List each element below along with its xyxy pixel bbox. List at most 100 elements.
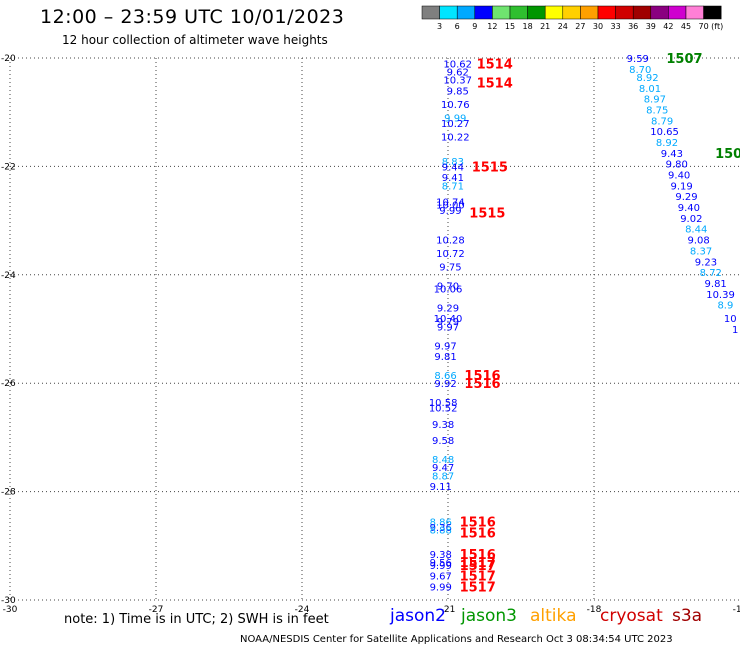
time-annotation: 1516: [464, 377, 500, 392]
time-annotation: 1517: [460, 580, 496, 595]
data-point-label: 8.70: [629, 65, 651, 76]
colorbar-label: 18: [523, 22, 533, 31]
page-subtitle: 12 hour collection of altimeter wave hei…: [62, 33, 328, 47]
data-point-label: 10.52: [429, 404, 458, 415]
colorbar-swatch: [650, 5, 669, 20]
data-point-label: 9.85: [447, 87, 469, 98]
y-tick-label: -30: [1, 596, 16, 606]
data-point-label: 8.75: [646, 105, 668, 116]
data-point-label: 9.99: [430, 582, 452, 593]
colorbar-label: 12: [487, 22, 497, 31]
data-point-label: 9.81: [434, 352, 456, 363]
data-point-label: 9.44: [442, 162, 464, 173]
data-point-label: 8.88: [430, 526, 452, 537]
x-tick-label: -21: [441, 605, 456, 615]
data-point-label: 10.65: [650, 127, 679, 138]
data-point-label: 9.36: [430, 523, 452, 534]
colorbar-swatch: [439, 5, 458, 20]
data-point-label: 8.79: [651, 116, 673, 127]
colorbar-label: 33: [611, 22, 621, 31]
data-point-label: 10.06: [434, 284, 463, 295]
data-point-label: 8.48: [432, 455, 454, 466]
colorbar-label: 45: [681, 22, 691, 31]
data-point-label: 10.37: [443, 76, 472, 87]
data-point-label: 9.40: [678, 203, 700, 214]
chart-note: note: 1) Time is in UTC; 2) SWH is in fe…: [64, 612, 329, 627]
data-point-label: 9.29: [675, 192, 697, 203]
colorbar-label: 30: [593, 22, 603, 31]
y-tick-label: -28: [1, 488, 16, 498]
data-point-label: 9.75: [439, 263, 461, 274]
footer-credit: NOAA/NESDIS Center for Satellite Applica…: [240, 634, 673, 645]
time-annotation: 1517: [460, 559, 496, 574]
colorbar-swatch: [597, 5, 616, 20]
time-annotation: 1516: [460, 515, 496, 530]
data-point-label: 9.11: [430, 482, 452, 493]
data-point-label: 9.56: [430, 558, 452, 569]
time-annotation: 1514: [477, 76, 513, 91]
data-point-label: 10.62: [443, 59, 472, 70]
data-point-label: 9.02: [680, 214, 702, 225]
y-tick-label: -24: [1, 271, 16, 281]
data-point-label: 8.9: [717, 301, 733, 312]
data-point-label: 10.76: [441, 100, 470, 111]
colorbar-swatch: [474, 5, 493, 20]
data-point-label: 8.97: [644, 95, 666, 106]
time-annotation: 1516: [460, 526, 496, 541]
colorbar-swatch: [509, 5, 528, 20]
data-point-label: 1: [732, 325, 738, 336]
colorbar-swatch: [562, 5, 581, 20]
time-annotation: 1515: [472, 160, 508, 175]
data-point-label: 9.38: [430, 550, 452, 561]
legend-jason2: jason2: [390, 606, 446, 626]
colorbar-swatch: [456, 5, 476, 20]
y-tick-label: -20: [1, 54, 16, 64]
data-point-label: 10.40: [434, 314, 463, 325]
data-point-label: 9.59: [627, 54, 649, 65]
data-point-label: 8.83: [442, 157, 464, 168]
legend-altika: altika: [530, 606, 577, 626]
colorbar-swatch: [685, 5, 704, 20]
data-point-label: 9.19: [670, 181, 692, 192]
colorbar-label: 42: [663, 22, 673, 31]
data-point-label: 10.28: [436, 236, 465, 247]
y-tick-label: -26: [1, 379, 16, 389]
data-point-label: 9.81: [705, 279, 727, 290]
colorbar-swatch: [668, 5, 687, 20]
time-annotation: 1517: [460, 556, 496, 571]
legend-s3a: s3a: [672, 606, 703, 626]
x-tick-label: -27: [149, 605, 164, 615]
colorbar-label: 6: [455, 22, 460, 31]
colorbar-label: 36: [628, 22, 638, 31]
colorbar-swatch: [632, 5, 652, 20]
data-point-label: 9.23: [695, 257, 717, 268]
colorbar-label: 15: [505, 22, 515, 31]
colorbar-unit: (ft): [711, 22, 723, 31]
time-annotation: 1515: [469, 206, 505, 221]
time-annotation: 1516: [460, 548, 496, 563]
data-point-label: 8.66: [434, 371, 456, 382]
data-point-label: 8.92: [636, 73, 658, 84]
y-tick-label: -22: [1, 162, 16, 172]
page-title: 12:00 – 23:59 UTC 10/01/2023: [40, 6, 345, 28]
data-point-label: 9.40: [668, 171, 690, 182]
colorbar-label: 21: [540, 22, 550, 31]
data-point-label: 10.00: [436, 200, 465, 211]
data-point-label: 10.58: [429, 398, 458, 409]
time-annotation: 1507: [666, 52, 702, 67]
data-point-label: 9.62: [447, 68, 469, 79]
colorbar-swatch: [703, 5, 722, 20]
data-point-label: 10.39: [706, 290, 735, 301]
data-point-label: 9.92: [434, 379, 456, 390]
colorbar-label: 27: [575, 22, 585, 31]
data-point-label: 10.74: [436, 198, 465, 209]
x-tick-label: -30: [3, 605, 18, 615]
time-annotation: 1517: [460, 570, 496, 585]
data-point-label: 9.41: [442, 173, 464, 184]
data-point-label: 8.01: [639, 84, 661, 95]
x-tick-label: -24: [295, 605, 310, 615]
data-point-label: 10.27: [441, 119, 470, 130]
colorbar-label: 24: [558, 22, 568, 31]
data-point-label: 10: [724, 314, 737, 325]
